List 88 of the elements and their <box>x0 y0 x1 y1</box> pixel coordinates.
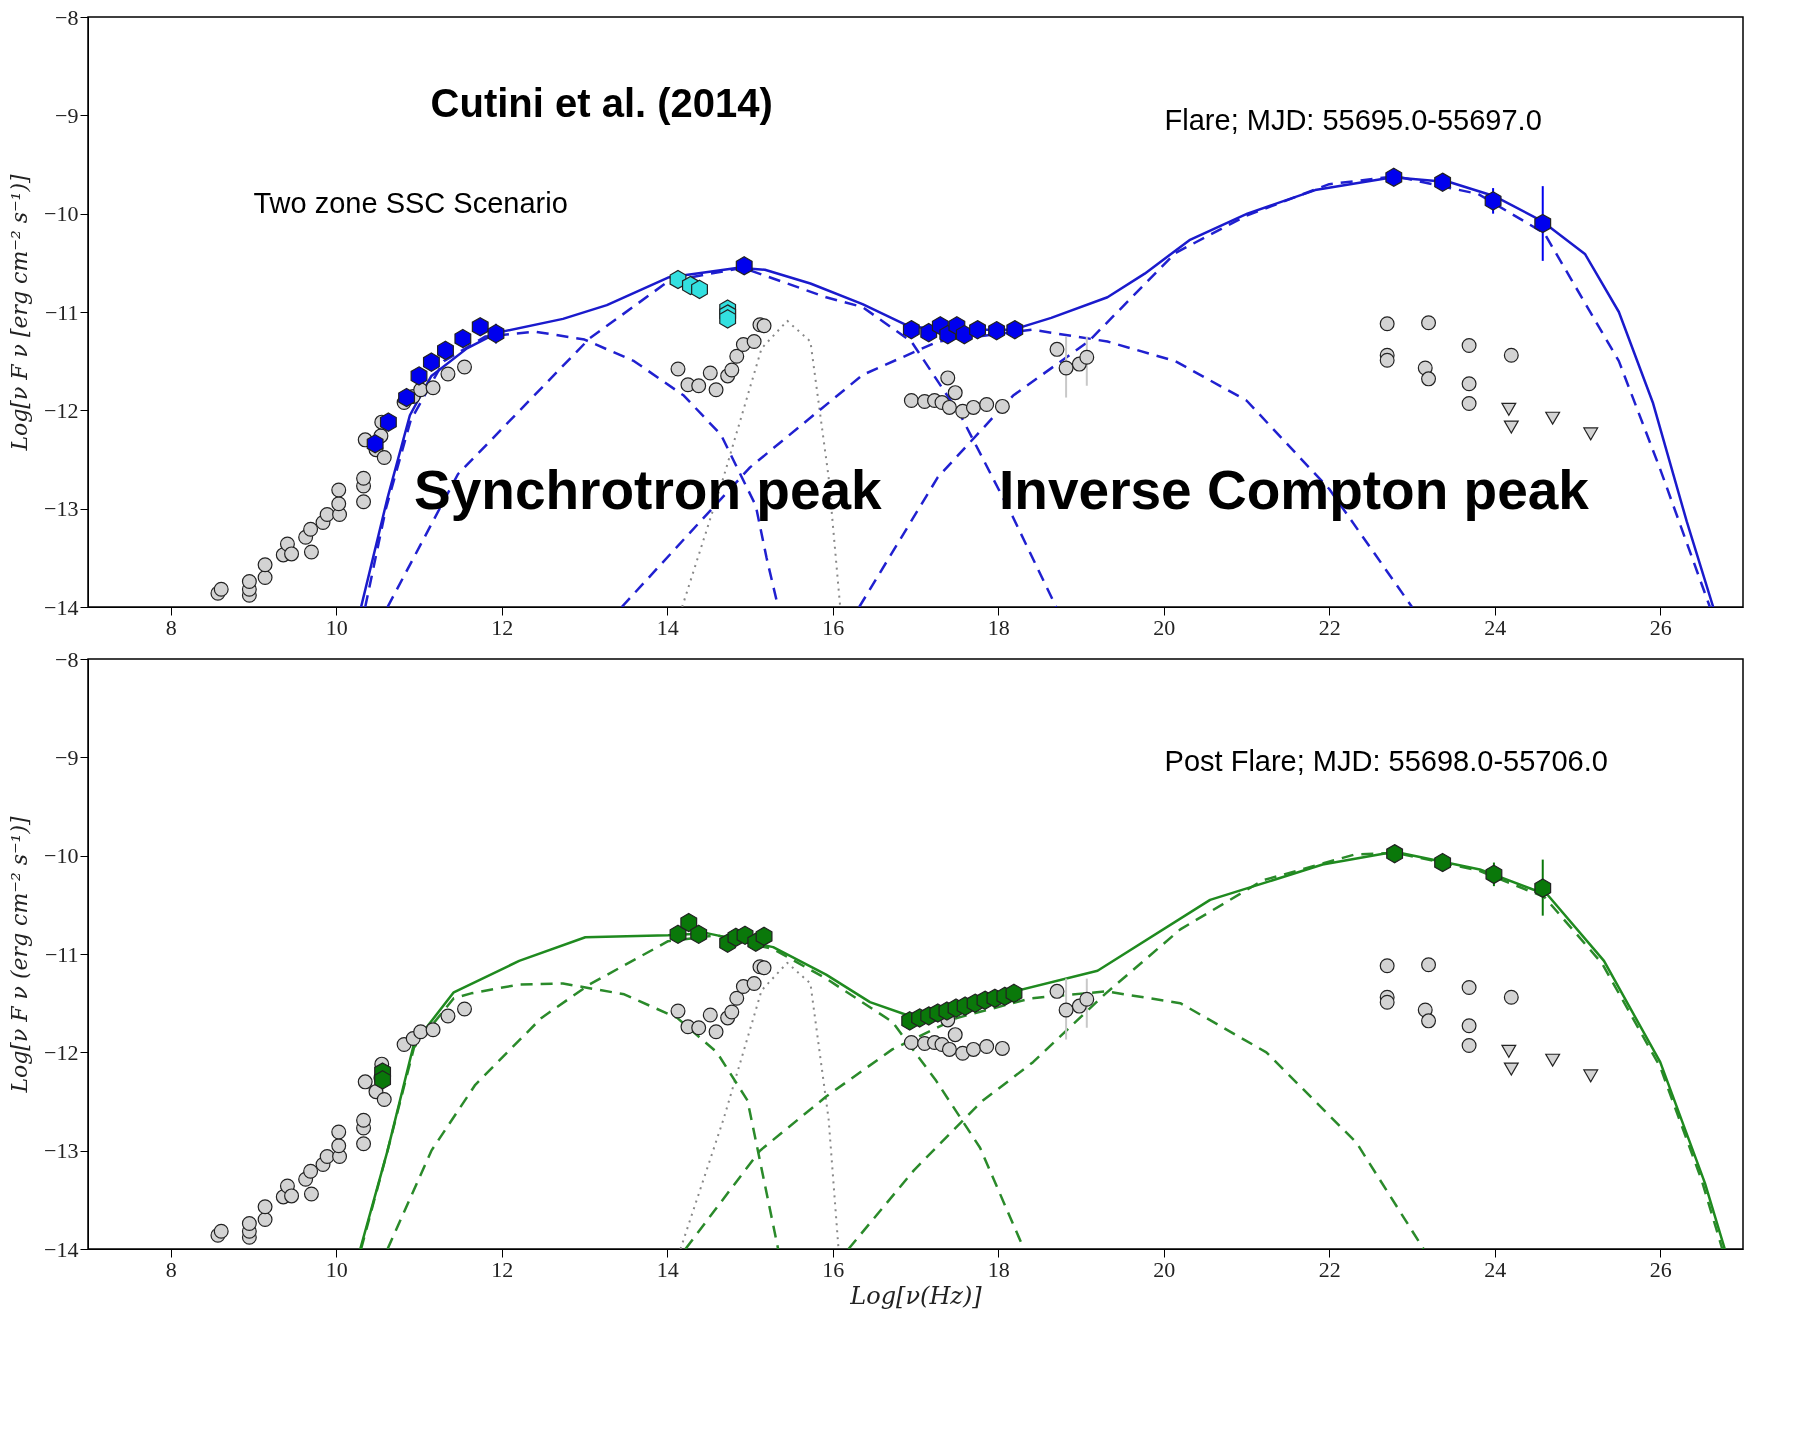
y-axis-title: Log[ν F ν [erg cm⁻² s⁻¹)] <box>7 173 33 452</box>
point <box>1058 1002 1074 1018</box>
point <box>471 317 489 337</box>
x-tick-label: 18 <box>987 614 1010 640</box>
x-tick-label: 16 <box>822 614 845 640</box>
point <box>454 328 472 349</box>
point <box>1386 844 1404 864</box>
point <box>902 320 920 340</box>
y-tick-label: −12 <box>44 1039 79 1065</box>
point <box>1058 360 1074 376</box>
y-tick-label: −9 <box>55 102 79 128</box>
x-tick-label: 20 <box>1153 614 1176 640</box>
point <box>374 1070 392 1090</box>
x-tick-label: 16 <box>822 1256 845 1282</box>
point <box>1501 1044 1517 1058</box>
y-tick-label: −8 <box>55 646 79 672</box>
annotation: Two zone SSC Scenario <box>253 186 568 219</box>
y-tick-label: −11 <box>44 299 79 325</box>
annotation: Flare; MJD: 55695.0-55697.0 <box>1164 104 1542 137</box>
point <box>1503 420 1519 434</box>
point <box>969 320 987 340</box>
point <box>719 309 737 329</box>
y-tick-label: −14 <box>44 1236 79 1262</box>
x-tick-label: 12 <box>491 1256 514 1282</box>
point <box>955 324 973 345</box>
x-tick-label: 8 <box>165 1256 177 1282</box>
point <box>1049 983 1065 999</box>
y-axis-title: Log[ν F ν (erg cm⁻² s⁻¹)] <box>7 815 33 1094</box>
point <box>1503 1062 1519 1076</box>
point <box>1385 167 1403 187</box>
point <box>1049 341 1065 357</box>
x-tick-label: 26 <box>1649 614 1672 640</box>
x-tick-label: 24 <box>1484 614 1507 640</box>
point <box>1005 983 1023 1004</box>
point <box>366 434 384 454</box>
y-tick-label: −13 <box>44 1138 79 1164</box>
point <box>1006 320 1024 340</box>
point <box>988 321 1006 341</box>
point <box>1583 427 1599 441</box>
y-tick-label: −14 <box>44 594 79 620</box>
x-tick-label: 8 <box>165 614 177 640</box>
point <box>398 387 416 408</box>
point <box>1545 1053 1561 1067</box>
y-tick-label: −9 <box>55 744 79 770</box>
x-tick-label: 10 <box>325 1256 348 1282</box>
x-tick-label: 12 <box>491 614 514 640</box>
point <box>680 912 698 933</box>
x-tick-label: 14 <box>656 614 679 640</box>
point <box>422 352 440 372</box>
y-tick-label: −13 <box>44 496 79 522</box>
point <box>1534 878 1552 898</box>
x-tick-label: 18 <box>987 1256 1010 1282</box>
point <box>1534 213 1552 234</box>
point <box>1434 852 1452 873</box>
point <box>755 926 773 946</box>
point <box>1484 191 1502 211</box>
x-tick-label: 14 <box>656 1256 679 1282</box>
x-axis-title: Log[ν(Hz)] <box>849 1281 983 1310</box>
y-tick-label: −12 <box>44 397 79 423</box>
point <box>1485 864 1503 885</box>
point <box>690 924 708 945</box>
line-series <box>679 961 840 1249</box>
annotation: Cutini et al. (2014) <box>430 80 773 125</box>
point <box>487 323 505 344</box>
point <box>735 256 753 276</box>
point <box>669 924 687 945</box>
point <box>1434 172 1452 192</box>
x-tick-label: 24 <box>1484 1256 1507 1282</box>
x-tick-label: 22 <box>1318 614 1341 640</box>
annotation: Post Flare; MJD: 55698.0-55706.0 <box>1164 745 1608 778</box>
y-tick-label: −11 <box>44 941 79 967</box>
point <box>1545 411 1561 425</box>
x-tick-label: 22 <box>1318 1256 1341 1282</box>
point <box>410 366 428 386</box>
y-tick-label: −10 <box>44 201 79 227</box>
y-tick-label: −8 <box>55 4 79 30</box>
y-tick-label: −10 <box>44 843 79 869</box>
point <box>1583 1069 1599 1083</box>
point <box>437 340 454 361</box>
point <box>1079 991 1095 1007</box>
x-tick-label: 26 <box>1649 1256 1672 1282</box>
x-tick-label: 10 <box>325 614 348 640</box>
x-tick-label: 20 <box>1153 1256 1176 1282</box>
point <box>691 279 708 300</box>
point <box>1501 402 1517 416</box>
annotation: Inverse Compton peak <box>999 458 1590 521</box>
point <box>379 412 397 432</box>
point <box>1079 349 1095 365</box>
